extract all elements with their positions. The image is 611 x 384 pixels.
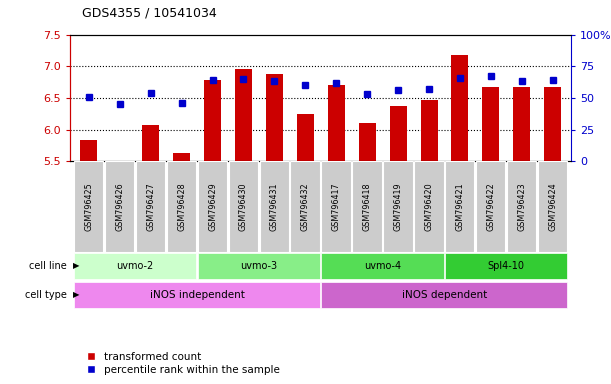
Text: ▶: ▶: [73, 262, 80, 270]
FancyBboxPatch shape: [167, 161, 196, 252]
FancyBboxPatch shape: [414, 161, 444, 252]
Text: GSM796421: GSM796421: [455, 182, 464, 231]
FancyBboxPatch shape: [383, 161, 412, 252]
FancyBboxPatch shape: [290, 161, 320, 252]
Text: GSM796429: GSM796429: [208, 182, 217, 231]
Bar: [544, 87, 562, 161]
Text: GSM796427: GSM796427: [146, 182, 155, 231]
Bar: [359, 123, 376, 161]
Text: GSM796430: GSM796430: [239, 182, 248, 231]
Text: GSM796417: GSM796417: [332, 182, 341, 231]
Bar: [482, 87, 499, 161]
FancyBboxPatch shape: [321, 161, 351, 252]
Bar: [390, 106, 406, 161]
FancyBboxPatch shape: [445, 161, 475, 252]
Text: uvmo-4: uvmo-4: [364, 261, 401, 271]
Text: GSM796431: GSM796431: [270, 182, 279, 231]
Text: GSM796424: GSM796424: [548, 182, 557, 231]
FancyBboxPatch shape: [507, 161, 536, 252]
FancyBboxPatch shape: [198, 161, 227, 252]
Text: GSM796419: GSM796419: [393, 182, 403, 231]
FancyBboxPatch shape: [353, 161, 382, 252]
Text: Spl4-10: Spl4-10: [488, 261, 525, 271]
Bar: [513, 87, 530, 161]
FancyBboxPatch shape: [445, 253, 567, 279]
Text: GSM796423: GSM796423: [518, 182, 526, 231]
Bar: [420, 100, 437, 161]
Legend: transformed count, percentile rank within the sample: transformed count, percentile rank withi…: [82, 348, 285, 379]
Bar: [173, 153, 190, 161]
Text: GSM796428: GSM796428: [177, 182, 186, 231]
Text: ▶: ▶: [73, 290, 80, 299]
Bar: [235, 70, 252, 161]
FancyBboxPatch shape: [136, 161, 165, 252]
FancyBboxPatch shape: [74, 253, 196, 279]
Bar: [204, 80, 221, 161]
Bar: [142, 125, 159, 161]
Bar: [266, 74, 283, 161]
Text: GSM796426: GSM796426: [115, 182, 124, 231]
Text: GSM796432: GSM796432: [301, 182, 310, 231]
FancyBboxPatch shape: [476, 161, 505, 252]
FancyBboxPatch shape: [105, 161, 134, 252]
Text: uvmo-2: uvmo-2: [117, 261, 154, 271]
Bar: [327, 84, 345, 161]
Bar: [452, 55, 469, 161]
Text: iNOS dependent: iNOS dependent: [402, 290, 487, 300]
FancyBboxPatch shape: [538, 161, 567, 252]
FancyBboxPatch shape: [321, 253, 444, 279]
Text: iNOS independent: iNOS independent: [150, 290, 244, 300]
Text: GSM796425: GSM796425: [84, 182, 93, 231]
Text: GSM796422: GSM796422: [486, 182, 496, 231]
Text: cell type: cell type: [25, 290, 67, 300]
Bar: [80, 141, 97, 161]
FancyBboxPatch shape: [74, 282, 320, 308]
Text: uvmo-3: uvmo-3: [240, 261, 277, 271]
Text: GDS4355 / 10541034: GDS4355 / 10541034: [82, 6, 218, 19]
Text: cell line: cell line: [29, 261, 67, 271]
Text: GSM796420: GSM796420: [425, 182, 434, 231]
Text: GSM796418: GSM796418: [363, 182, 371, 231]
FancyBboxPatch shape: [198, 253, 320, 279]
FancyBboxPatch shape: [229, 161, 258, 252]
FancyBboxPatch shape: [321, 282, 567, 308]
FancyBboxPatch shape: [74, 161, 103, 252]
Bar: [297, 114, 314, 161]
FancyBboxPatch shape: [260, 161, 289, 252]
